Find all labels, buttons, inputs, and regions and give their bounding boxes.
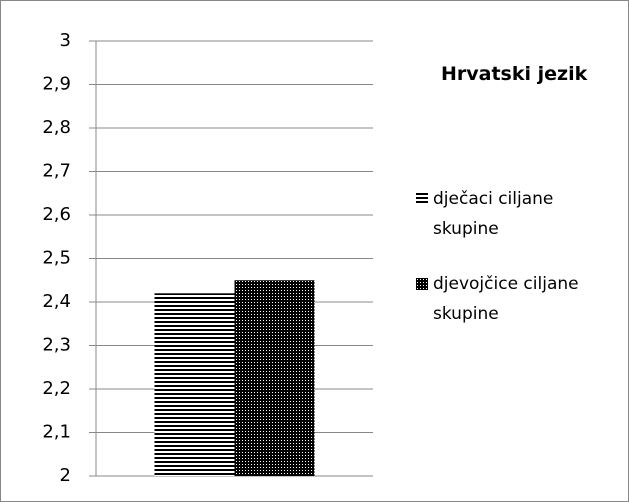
- bar: [154, 293, 235, 476]
- y-tick-label: 2: [60, 465, 71, 486]
- legend-label: dječaci ciljane skupine: [433, 189, 554, 239]
- legend-item: dječaci ciljane skupine: [416, 184, 583, 244]
- legend-swatch: [416, 193, 428, 205]
- y-tick-label: 3: [60, 30, 71, 51]
- y-tick-label: 2,8: [42, 117, 71, 138]
- y-tick-label: 2,2: [42, 378, 71, 399]
- y-tick-label: 2,4: [42, 291, 71, 312]
- y-tick-label: 2,9: [42, 74, 71, 95]
- bar: [234, 280, 315, 476]
- y-tick-label: 2,6: [42, 204, 71, 225]
- y-tick-label: 2,1: [42, 422, 71, 443]
- legend-swatch: [416, 278, 428, 290]
- chart-title: Hrvatski jezik: [441, 63, 588, 85]
- y-tick-label: 2,5: [42, 248, 71, 269]
- y-tick-label: 2,3: [42, 335, 71, 356]
- legend-label: djevojčice ciljane skupine: [433, 274, 579, 324]
- legend-item: djevojčice ciljane skupine: [416, 269, 583, 329]
- y-tick-label: 2,7: [42, 161, 71, 182]
